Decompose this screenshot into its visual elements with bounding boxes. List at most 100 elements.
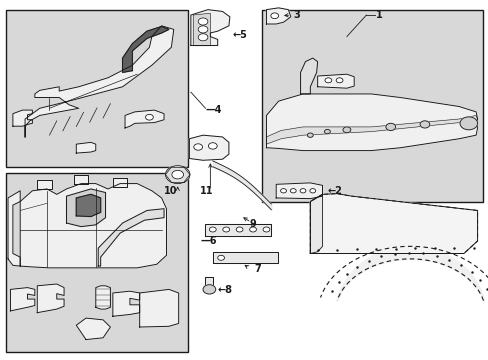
Circle shape xyxy=(335,78,342,83)
Point xyxy=(121,335,129,341)
Point xyxy=(423,174,431,180)
Point xyxy=(7,260,15,266)
Point xyxy=(118,147,125,153)
Point xyxy=(426,142,434,148)
Point xyxy=(281,86,288,91)
Point xyxy=(294,169,302,175)
Point xyxy=(61,251,69,257)
Point xyxy=(158,182,165,188)
Point xyxy=(81,281,89,287)
Point xyxy=(144,177,152,183)
Point xyxy=(361,132,369,138)
Point xyxy=(32,193,40,198)
Point xyxy=(279,103,286,108)
Point xyxy=(449,137,457,143)
Point xyxy=(126,242,134,248)
Point xyxy=(363,53,370,59)
Point xyxy=(57,206,64,212)
Point xyxy=(161,33,168,39)
Point xyxy=(23,284,31,290)
Point xyxy=(329,140,337,145)
Point xyxy=(176,192,184,197)
Point xyxy=(438,151,446,157)
Point xyxy=(441,107,449,113)
Point xyxy=(158,66,165,71)
Point xyxy=(151,273,159,278)
Point xyxy=(348,166,356,172)
Point xyxy=(431,188,439,194)
Point xyxy=(31,323,39,329)
Polygon shape xyxy=(13,110,32,126)
Point xyxy=(427,123,435,129)
Point xyxy=(50,96,58,102)
Point xyxy=(133,300,141,306)
Point xyxy=(455,37,463,43)
Point xyxy=(31,148,39,154)
Point xyxy=(31,53,39,58)
Point xyxy=(132,196,140,202)
Point xyxy=(327,36,335,42)
Point xyxy=(79,265,86,271)
Point xyxy=(23,34,31,40)
Point xyxy=(56,39,63,45)
Point xyxy=(290,135,298,140)
Point xyxy=(21,138,29,144)
Point xyxy=(471,111,479,116)
Point xyxy=(397,91,405,97)
Point xyxy=(16,140,24,146)
Point xyxy=(139,278,146,284)
Polygon shape xyxy=(76,194,101,217)
Point xyxy=(363,35,370,40)
Point xyxy=(85,109,93,114)
Point xyxy=(145,124,153,130)
Point xyxy=(397,146,405,152)
Point xyxy=(290,40,298,45)
Point xyxy=(142,136,149,142)
Circle shape xyxy=(419,121,429,128)
Point xyxy=(9,157,17,162)
Point xyxy=(434,75,442,81)
Point xyxy=(361,16,369,22)
Point xyxy=(455,39,463,45)
Point xyxy=(49,241,57,247)
Point xyxy=(86,335,94,341)
Point xyxy=(350,185,358,191)
Point xyxy=(120,319,127,325)
Point xyxy=(100,183,108,189)
Point xyxy=(37,300,45,305)
Point xyxy=(310,16,318,22)
Point xyxy=(80,311,87,317)
Point xyxy=(14,216,22,221)
Point xyxy=(171,183,179,189)
Point xyxy=(30,206,38,212)
Point xyxy=(422,86,430,92)
Point xyxy=(289,31,297,37)
Point xyxy=(356,141,364,147)
Point xyxy=(15,346,23,351)
Point xyxy=(127,50,135,56)
Point xyxy=(408,187,416,193)
Point xyxy=(124,40,132,46)
Point xyxy=(128,147,136,153)
Point xyxy=(168,98,176,104)
Point xyxy=(37,241,44,247)
Point xyxy=(163,144,170,149)
Point xyxy=(57,96,65,102)
Point xyxy=(102,63,110,69)
Point xyxy=(447,139,455,145)
Point xyxy=(50,93,58,99)
Point xyxy=(343,96,351,102)
Point xyxy=(144,291,152,296)
Point xyxy=(427,39,435,45)
Point xyxy=(437,102,445,108)
Point xyxy=(119,186,127,192)
Point xyxy=(372,175,380,181)
Point xyxy=(406,29,413,35)
Point xyxy=(8,230,16,236)
Point xyxy=(121,283,128,289)
Point xyxy=(434,48,442,53)
Point xyxy=(315,184,323,190)
Point xyxy=(87,234,95,239)
Point xyxy=(60,133,68,139)
Point xyxy=(144,40,152,46)
